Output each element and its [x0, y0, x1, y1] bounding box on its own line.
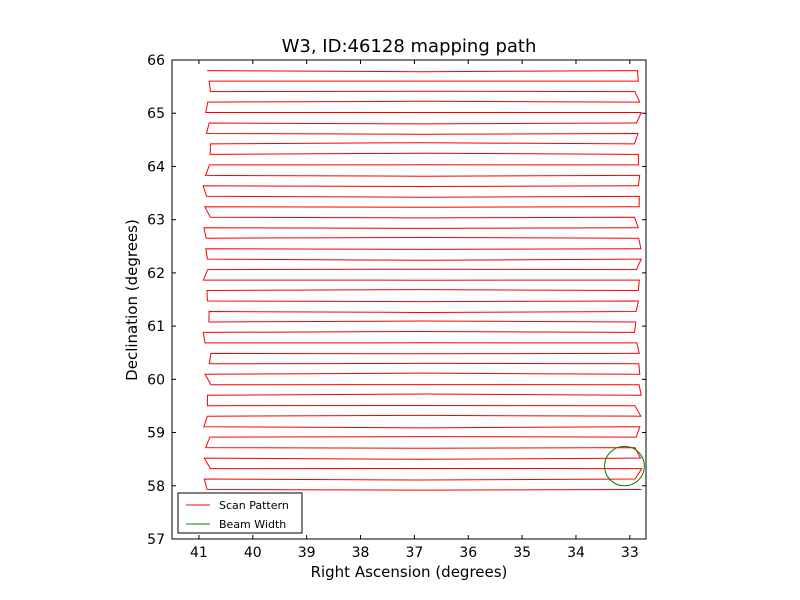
x-tick-label: 34 — [567, 545, 585, 561]
y-tick-label: 60 — [147, 372, 165, 388]
x-tick-label: 39 — [298, 545, 316, 561]
y-tick-label: 66 — [147, 53, 165, 69]
x-tick-label: 37 — [405, 545, 423, 561]
legend-label-beam-width: Beam Width — [219, 518, 286, 531]
plot-area: 41 40 39 38 37 36 35 34 33 57 58 59 60 61 62 63 64 65 66 — [147, 53, 647, 561]
legend: Scan Pattern Beam Width — [177, 492, 303, 534]
y-tick-label: 65 — [147, 106, 165, 122]
x-tick-label: 41 — [190, 545, 208, 561]
x-tick-label: 40 — [244, 545, 262, 561]
tick-layer: 41 40 39 38 37 36 35 34 33 57 58 59 60 61 62 63 64 65 66 — [147, 53, 646, 561]
x-axis-label: Right Ascension (degrees) — [311, 563, 508, 581]
y-tick-label: 59 — [147, 426, 165, 442]
y-tick-label: 57 — [147, 532, 165, 548]
legend-label-scan-pattern: Scan Pattern — [219, 499, 289, 512]
beam-width-circle — [604, 445, 645, 487]
y-axis-label: Declination (degrees) — [123, 219, 141, 381]
x-tick-label: 35 — [513, 545, 531, 561]
scan-pattern-line — [202, 70, 643, 491]
y-tick-label: 62 — [147, 266, 165, 282]
x-tick-label: 33 — [621, 545, 639, 561]
y-tick-label: 61 — [147, 319, 165, 335]
series-layer — [202, 70, 645, 491]
plot-background — [172, 60, 646, 539]
chart-title: W3, ID:46128 mapping path — [282, 36, 537, 57]
plot-frame — [171, 59, 647, 540]
y-tick-label: 63 — [147, 213, 165, 229]
y-tick-label: 58 — [147, 479, 165, 495]
y-tick-label: 64 — [147, 159, 165, 175]
legend-box — [177, 492, 303, 534]
x-tick-label: 38 — [352, 545, 370, 561]
x-tick-label: 36 — [459, 545, 477, 561]
